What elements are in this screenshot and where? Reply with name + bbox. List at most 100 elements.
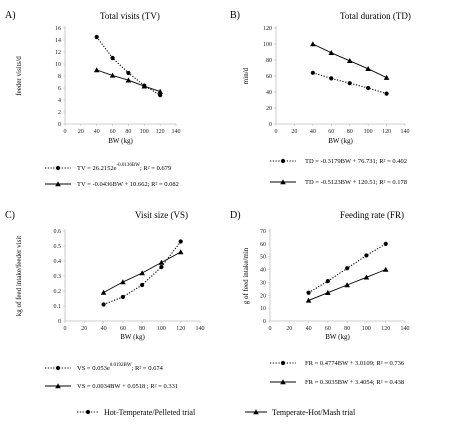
y-tick-label: 4 xyxy=(58,98,61,104)
y-tick-label: 80 xyxy=(266,58,272,64)
x-tick-label: 100 xyxy=(362,326,371,332)
y-axis-label: g of feed intake/min xyxy=(242,247,250,304)
data-point-circle xyxy=(364,253,369,258)
chart-panel-4: D) Feeding rate (FR) 0 20 40 60 80 100 120 140 0 10… xyxy=(230,210,410,386)
x-tick-label: 140 xyxy=(401,129,410,135)
data-point-triangle xyxy=(344,282,350,288)
equation-marker xyxy=(280,158,286,164)
x-tick-label: 20 xyxy=(78,129,84,135)
y-tick-label: 14 xyxy=(55,38,61,44)
data-point-circle xyxy=(383,241,388,246)
regression-equation: TD = -0.3179BW + 76.731; R² = 0.402 xyxy=(305,158,407,165)
data-point-circle xyxy=(94,34,99,40)
chart-panel-1: A) Total visits (TV) 0 20 40 60 80 100 120 140 0 2 4… xyxy=(5,10,181,188)
regression-equation: TV = -0.0436BW + 10.662; R² = 0.082 xyxy=(77,181,179,188)
panel-label: B) xyxy=(230,10,240,21)
data-point-triangle xyxy=(325,289,331,295)
x-tick-label: 40 xyxy=(101,326,107,332)
y-tick-label: 2 xyxy=(58,110,61,116)
x-tick-label: 60 xyxy=(328,129,334,135)
legend-marker xyxy=(85,409,91,415)
x-tick-label: 40 xyxy=(306,326,312,332)
chart-panel-2: B) Total duration (TD) 0 20 40 60 80 100 120 140 0… xyxy=(230,10,411,186)
legend-label: Hot-Temperate/Pelleted trial xyxy=(104,408,196,417)
data-point-triangle xyxy=(100,289,107,295)
y-tick-label: 40 xyxy=(260,268,266,274)
x-tick-label: 100 xyxy=(157,326,166,332)
y-tick-label: 120 xyxy=(263,26,272,32)
x-tick-label: 20 xyxy=(286,326,292,332)
equation-marker xyxy=(280,379,286,385)
data-point-triangle xyxy=(363,274,370,280)
y-tick-label: 0.1 xyxy=(54,304,62,310)
equation-marker xyxy=(280,179,286,185)
y-tick-label: 100 xyxy=(263,42,272,48)
x-tick-label: 0 xyxy=(275,129,278,135)
y-tick-label: 0.6 xyxy=(54,229,62,235)
y-tick-label: 40 xyxy=(266,90,272,96)
equation-marker xyxy=(55,365,61,371)
data-point-triangle xyxy=(109,72,116,78)
chart-panel-3: C) Visit size (VS) 0 20 40 60 80 100 120 140 0 0.1 0… xyxy=(5,210,205,390)
y-tick-label: 0 xyxy=(58,319,61,325)
data-point-triangle xyxy=(139,270,145,276)
y-tick-label: 0.4 xyxy=(54,259,62,265)
y-axis-label: kg of feed intake/feeder visit xyxy=(15,236,23,317)
data-point-circle xyxy=(178,239,183,244)
x-tick-label: 140 xyxy=(172,129,181,135)
data-point-triangle xyxy=(305,297,312,303)
data-point-triangle xyxy=(346,58,353,64)
data-point-triangle xyxy=(93,67,100,73)
data-point-circle xyxy=(110,55,115,61)
data-point-circle xyxy=(384,91,389,96)
data-point-circle xyxy=(120,294,125,300)
legend-label: Temperate-Hot/Mash trial xyxy=(272,408,356,417)
x-axis-label: BW (kg) xyxy=(325,333,350,341)
x-tick-label: 120 xyxy=(156,129,165,135)
data-point-circle xyxy=(158,93,163,98)
y-tick-label: 0.3 xyxy=(54,274,62,280)
x-tick-label: 80 xyxy=(139,326,145,332)
x-tick-label: 20 xyxy=(81,326,87,332)
x-tick-label: 0 xyxy=(64,129,67,135)
y-axis-label: feeder visits/d xyxy=(15,56,23,96)
regression-equation: VS = 0.0034BW + 0.0518 ; R² = 0.331 xyxy=(77,383,178,390)
data-point-circle xyxy=(325,279,330,284)
regression-equation: FR = 0.4774BW + 3.0109; R² = 0.736 xyxy=(305,360,405,367)
data-point-circle xyxy=(345,266,350,271)
panel-label: D) xyxy=(230,210,241,221)
y-tick-label: 20 xyxy=(266,106,272,112)
regression-equation: TD = -0.5123BW + 120.51; R² = 0.178 xyxy=(305,179,407,186)
y-tick-label: 12 xyxy=(55,50,61,56)
data-point-circle xyxy=(140,282,145,288)
regression-equation: TV = 26.2152e-0.0136BW; R² = 0.679 xyxy=(77,163,171,172)
x-tick-label: 60 xyxy=(110,129,116,135)
equation-marker xyxy=(55,165,61,171)
data-point-triangle xyxy=(177,249,184,255)
x-tick-label: 60 xyxy=(120,326,126,332)
equation-marker xyxy=(55,181,61,187)
y-tick-label: 0.2 xyxy=(54,289,62,295)
data-point-circle xyxy=(101,302,106,307)
panel-label: A) xyxy=(5,10,16,21)
data-point-triangle xyxy=(141,83,148,89)
data-point-circle xyxy=(310,70,315,75)
x-tick-label: 140 xyxy=(196,326,205,332)
data-point-triangle xyxy=(157,88,163,94)
x-tick-label: 20 xyxy=(291,129,297,135)
data-point-triangle xyxy=(158,259,165,265)
regression-equation: VS = 0.053e0.0192BW; R² = 0.674 xyxy=(77,363,164,372)
y-tick-label: 20 xyxy=(260,293,266,299)
x-tick-label: 100 xyxy=(140,129,149,135)
chart-title: Total duration (TD) xyxy=(340,11,411,21)
y-tick-label: 50 xyxy=(260,255,266,261)
y-tick-label: 30 xyxy=(260,280,266,286)
x-tick-label: 40 xyxy=(94,129,100,135)
x-tick-label: 80 xyxy=(344,326,350,332)
data-point-triangle xyxy=(383,74,390,80)
x-axis-label: BW (kg) xyxy=(120,333,145,341)
x-axis-label: BW (kg) xyxy=(328,137,353,145)
x-tick-label: 80 xyxy=(347,129,353,135)
data-point-circle xyxy=(306,290,311,295)
x-tick-label: 120 xyxy=(382,129,391,135)
